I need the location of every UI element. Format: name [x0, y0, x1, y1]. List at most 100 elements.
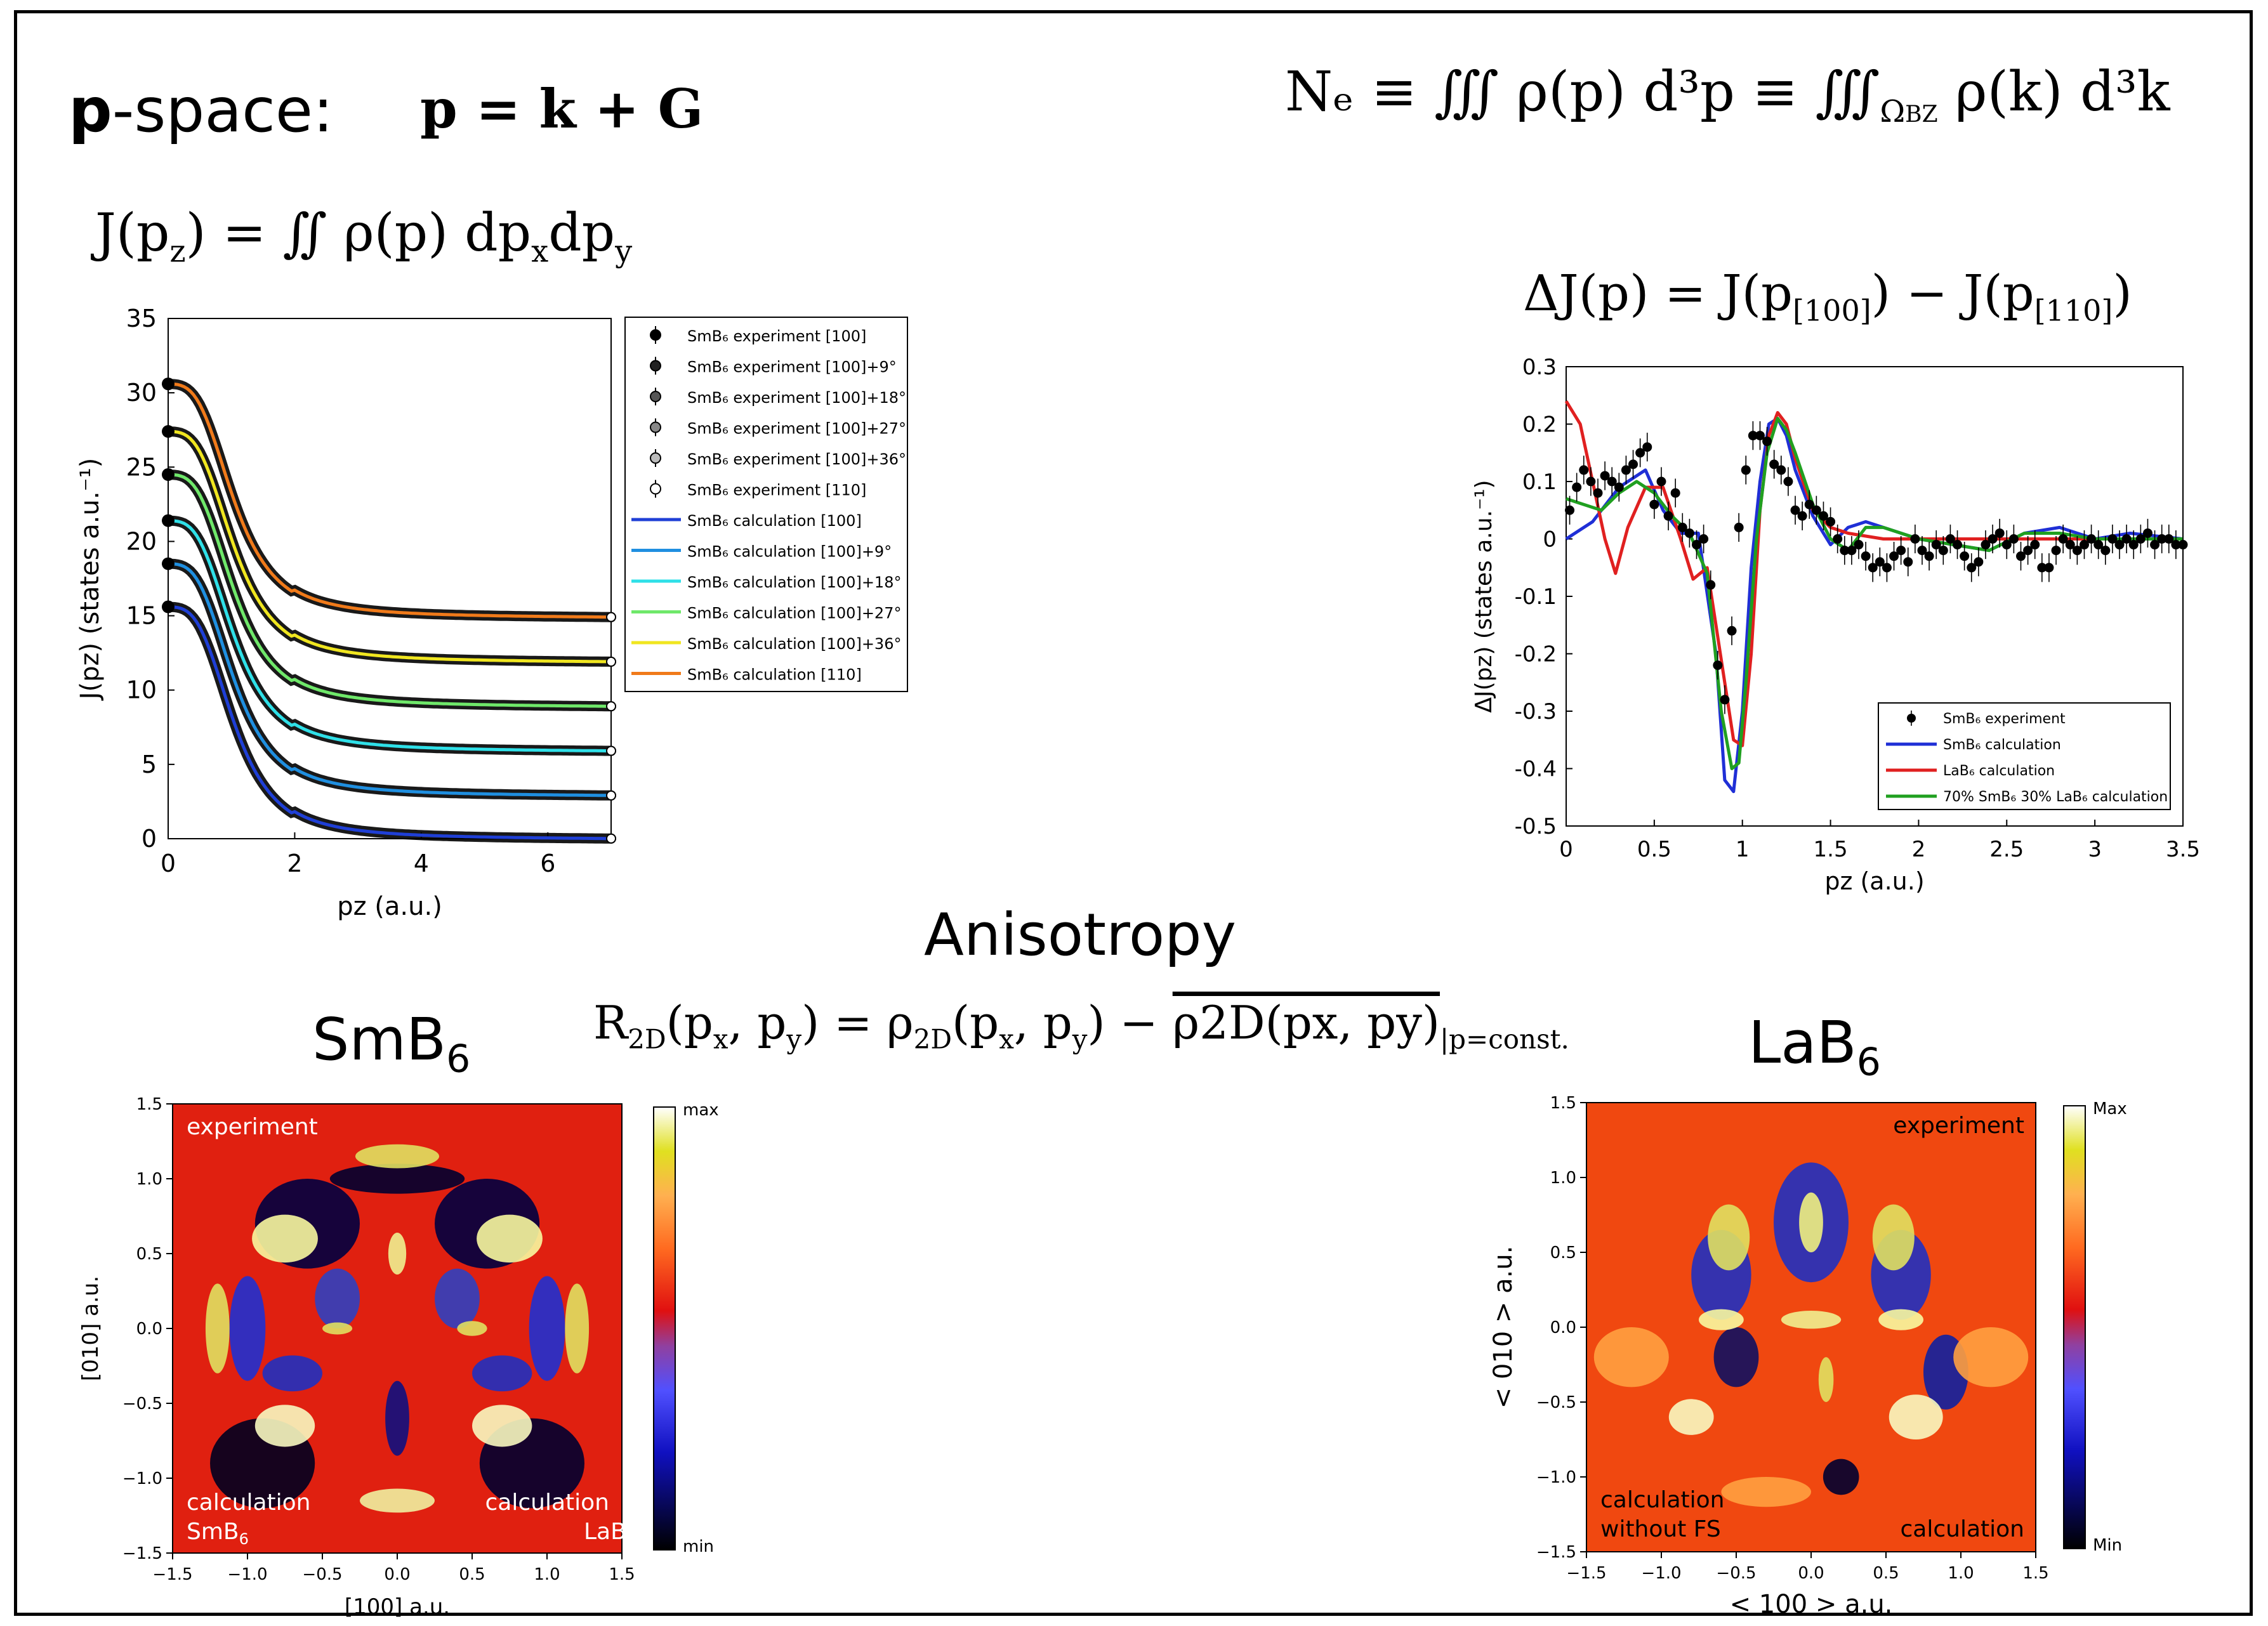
jpz-sub-y: y — [615, 233, 633, 270]
smb6-map-heat-blob — [388, 1232, 407, 1275]
dj-experiment-point — [1607, 476, 1617, 487]
jpz-end-marker — [606, 790, 616, 801]
smb6-map-ytick-label: 0.5 — [136, 1245, 162, 1264]
dj-sub1: [100] — [1792, 293, 1871, 328]
jpz-legend-marker — [650, 391, 661, 402]
smb6-map-ytick-label: 0.0 — [136, 1320, 162, 1339]
dj-xlabel: pz (a.u.) — [1824, 867, 1924, 895]
smb6-map-annotation-lab6: LaB6 — [584, 1519, 636, 1548]
smb6-map-ytick-label: −1.5 — [122, 1544, 162, 1563]
jpz-end-marker — [606, 612, 616, 622]
dj-xtick-label: 2 — [1912, 837, 1926, 862]
dj-experiment-point — [2065, 540, 2075, 550]
dj-legend-label: LaB₆ calculation — [1943, 763, 2055, 779]
lab6-map-annotation-without-fs: without FS — [1600, 1516, 1721, 1542]
dj-legend-label: SmB₆ experiment — [1943, 711, 2066, 727]
dj-experiment-point — [1896, 546, 1906, 556]
r2d-over: ρ2D(px, py) — [1172, 996, 1441, 1049]
smb6-map-heat-blob — [472, 1405, 532, 1447]
r2d-d: (p — [952, 996, 999, 1049]
jpz-sub: z — [169, 233, 186, 270]
ne-sub-omega: Ω — [1880, 94, 1906, 130]
jpz-calc-line — [168, 473, 612, 708]
lab6-map-xtick-label: 0.5 — [1873, 1564, 1899, 1583]
jpz-dp: dp — [548, 203, 616, 263]
dj-experiment-point — [1840, 546, 1850, 556]
jpz-legend-label: SmB₆ calculation [100]+18° — [687, 574, 901, 591]
ne-eq-tail: ρ(k) d³k — [1955, 60, 2170, 124]
smb6-map-heat-blob — [565, 1283, 590, 1374]
dj-experiment-point — [1727, 626, 1737, 636]
dj-experiment-point — [2023, 546, 2033, 556]
jpz-legend-label: SmB₆ experiment [100]+36° — [687, 450, 906, 468]
dj-experiment-point — [1677, 522, 1687, 532]
dj-experiment-point — [1628, 459, 1638, 469]
jpz-legend-marker — [650, 360, 661, 372]
lab6-map-heat-blob — [1872, 1204, 1915, 1271]
lab6-map-heat-blob — [1699, 1309, 1744, 1330]
dj-experiment-point — [1642, 442, 1652, 452]
dj-experiment-point — [1663, 511, 1673, 521]
dj-experiment-point — [2100, 546, 2111, 556]
smb6-map-colorbar — [653, 1106, 676, 1551]
smb6-map-xtick-label: 0.5 — [459, 1565, 485, 1584]
jpz-ytick-label: 30 — [126, 379, 157, 407]
smb6-map-ytick-label: −1.0 — [122, 1469, 162, 1488]
dj-experiment-point — [1790, 505, 1800, 515]
smb6-map-heat-blob — [435, 1268, 480, 1328]
dj-xtick-label: 2.5 — [1989, 837, 2024, 862]
dj-experiment-point — [1586, 476, 1596, 487]
dj-experiment-point — [1931, 540, 1941, 550]
jpz-legend-marker — [650, 329, 661, 341]
dj-experiment-point — [2107, 534, 2118, 544]
lab6-map-ytick-label: −0.5 — [1536, 1393, 1576, 1412]
dj-legend — [1878, 702, 2171, 810]
figure-frame — [14, 10, 2253, 1616]
dj-xtick-label: 0 — [1559, 837, 1573, 862]
dj-experiment-point — [1720, 695, 1730, 705]
jpz-eq-main: J(p — [95, 203, 170, 263]
ne-equation: Nₑ ≡ ∭ ρ(p) d³p ≡ ∭ΩBZ ρ(k) d³k — [1285, 60, 2170, 129]
dj-experiment-point — [1635, 448, 1645, 458]
smb6-map-heat-blob — [477, 1214, 543, 1263]
dj-experiment-point — [2157, 534, 2167, 544]
lab6-map-heat-blob — [1889, 1394, 1943, 1440]
dj-experiment-point — [2135, 534, 2146, 544]
jpz-legend — [624, 317, 908, 692]
dj-ytick-label: -0.4 — [1515, 757, 1557, 782]
dj-experiment-point — [2121, 534, 2132, 544]
smb6-map-xtick-label: 0.0 — [384, 1565, 410, 1584]
jpz-legend-label: SmB₆ experiment [100]+9° — [687, 358, 897, 376]
jpz-legend-label: SmB₆ experiment [110] — [687, 482, 866, 499]
lab6-map-xlabel: < 100 > a.u. — [1730, 1590, 1893, 1619]
dj-experiment-point — [1868, 563, 1878, 573]
smb6-map-xtick-label: −1.5 — [152, 1565, 192, 1584]
r2d-sub-2: 2D — [913, 1023, 953, 1055]
dj-experiment-point — [1762, 436, 1772, 447]
r2d-b: , p — [728, 996, 787, 1049]
lab6-map-xtick-label: 0.0 — [1798, 1564, 1824, 1583]
jpz-legend-label: SmB₆ calculation [110] — [687, 666, 862, 684]
dj-experiment-point — [2114, 540, 2125, 550]
dj-experiment-point — [1614, 482, 1624, 492]
lab6-map-xtick-label: 1.0 — [1948, 1564, 1974, 1583]
smb6-title-main: SmB — [312, 1006, 447, 1073]
jpz-end-marker — [606, 745, 616, 756]
dj-experiment-point — [1769, 459, 1779, 469]
smb6-map-heat-blob — [262, 1355, 322, 1392]
smb6-map-heat-blob — [472, 1355, 532, 1392]
lab6-map-ytick-label: −1.5 — [1536, 1543, 1576, 1562]
dj-legend-label: 70% SmB₆ 30% LaB₆ calculation — [1943, 789, 2168, 805]
dj-experiment-point — [2058, 534, 2068, 544]
jpz-calc-line — [168, 605, 612, 841]
dj-experiment-point — [2164, 534, 2174, 544]
dj-ytick-label: 0.2 — [1522, 412, 1557, 438]
dj-experiment-point — [1600, 471, 1610, 481]
jpz-legend-label: SmB₆ calculation [100]+27° — [687, 605, 901, 622]
dj-xtick-label: 3 — [2088, 837, 2102, 862]
dj-experiment-point — [2008, 534, 2019, 544]
lab6-map-ytick-label: 0.5 — [1550, 1243, 1576, 1262]
lab6-map-annotation-experiment: experiment — [1893, 1113, 2024, 1139]
smb6-map-heat-blob — [529, 1276, 565, 1381]
